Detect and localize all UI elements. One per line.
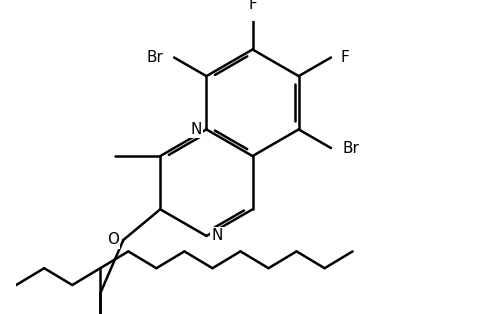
Text: N: N bbox=[211, 229, 222, 243]
Text: O: O bbox=[107, 232, 119, 247]
Text: F: F bbox=[248, 0, 257, 12]
Text: N: N bbox=[190, 122, 202, 137]
Text: Br: Br bbox=[342, 141, 359, 155]
Text: Br: Br bbox=[146, 50, 163, 65]
Text: F: F bbox=[340, 50, 349, 65]
